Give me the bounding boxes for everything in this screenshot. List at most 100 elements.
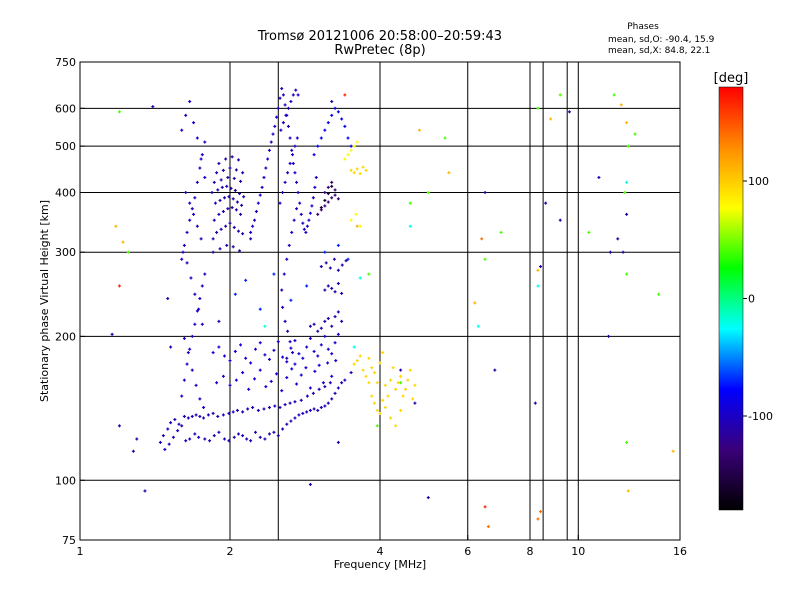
data-point [264, 385, 268, 389]
data-point [198, 166, 202, 170]
data-point [314, 175, 318, 179]
data-point [288, 136, 292, 140]
data-point [621, 250, 625, 254]
data-point [190, 334, 194, 338]
data-point [295, 136, 299, 140]
data-point [299, 373, 303, 377]
data-point [326, 192, 330, 196]
data-point [241, 232, 245, 236]
data-point [198, 414, 202, 418]
data-point [267, 432, 271, 436]
data-point [213, 201, 217, 205]
data-point [121, 240, 125, 244]
data-point [297, 413, 301, 417]
data-point [367, 381, 371, 385]
data-point [544, 201, 548, 205]
data-point [211, 351, 215, 355]
data-point [203, 272, 207, 276]
data-point [302, 227, 306, 231]
data-point [326, 347, 330, 351]
data-point [399, 374, 403, 378]
data-point [279, 128, 283, 132]
data-point [131, 449, 135, 453]
data-point [333, 193, 337, 197]
data-point [231, 245, 235, 249]
data-point [326, 361, 330, 365]
data-point [313, 185, 317, 189]
data-point [336, 440, 340, 444]
data-point [221, 168, 225, 172]
data-point [289, 298, 293, 302]
data-point [258, 193, 262, 197]
data-point [336, 268, 340, 272]
data-point [330, 352, 334, 356]
data-point [413, 383, 417, 387]
data-point [166, 427, 170, 431]
data-point [308, 386, 312, 390]
data-point [391, 366, 395, 370]
data-point [330, 184, 334, 188]
data-point [262, 407, 266, 411]
data-point [330, 374, 334, 378]
data-point [266, 157, 270, 161]
data-point [608, 250, 612, 254]
data-point [198, 397, 202, 401]
data-point [499, 230, 503, 234]
data-point [340, 319, 344, 323]
data-point [313, 369, 317, 373]
data-point [289, 419, 293, 423]
data-point [215, 171, 219, 175]
data-point [373, 371, 377, 375]
data-point [340, 381, 344, 385]
data-point [238, 192, 242, 196]
data-point [234, 168, 238, 172]
data-point [275, 115, 279, 119]
data-point [212, 218, 216, 222]
data-point [288, 340, 292, 344]
y-tick-label: 75 [62, 534, 76, 547]
data-point [326, 185, 330, 189]
data-point [343, 93, 347, 97]
data-point [316, 354, 320, 358]
data-point [354, 212, 358, 216]
data-point [241, 410, 245, 414]
data-point [184, 439, 188, 443]
data-point [332, 257, 336, 261]
data-point [346, 153, 350, 157]
data-point [399, 408, 403, 412]
data-point [383, 383, 387, 387]
data-point [167, 442, 171, 446]
data-point [298, 201, 302, 205]
data-point [426, 190, 430, 194]
data-point [280, 288, 284, 292]
data-point [235, 200, 239, 204]
data-point [190, 414, 194, 418]
data-point [296, 93, 300, 97]
data-point [233, 188, 237, 192]
data-point [221, 413, 225, 417]
data-point [299, 212, 303, 216]
data-point [197, 307, 201, 311]
data-point [295, 382, 299, 386]
data-point [228, 383, 232, 387]
data-point [378, 361, 382, 365]
data-point [346, 257, 350, 261]
data-point [226, 175, 230, 179]
data-point [263, 324, 267, 328]
data-point [242, 195, 246, 199]
data-points [110, 87, 675, 529]
data-point [195, 309, 199, 313]
data-point [275, 372, 279, 376]
data-point [225, 243, 229, 247]
data-point [317, 387, 321, 391]
data-point [117, 110, 121, 114]
x-tick-label: 10 [571, 545, 585, 558]
y-tick-label: 750 [55, 56, 76, 69]
data-point [267, 357, 271, 361]
data-point [193, 432, 197, 436]
data-point [283, 403, 287, 407]
data-point [194, 413, 198, 417]
data-point [349, 148, 353, 152]
data-point [539, 265, 543, 269]
